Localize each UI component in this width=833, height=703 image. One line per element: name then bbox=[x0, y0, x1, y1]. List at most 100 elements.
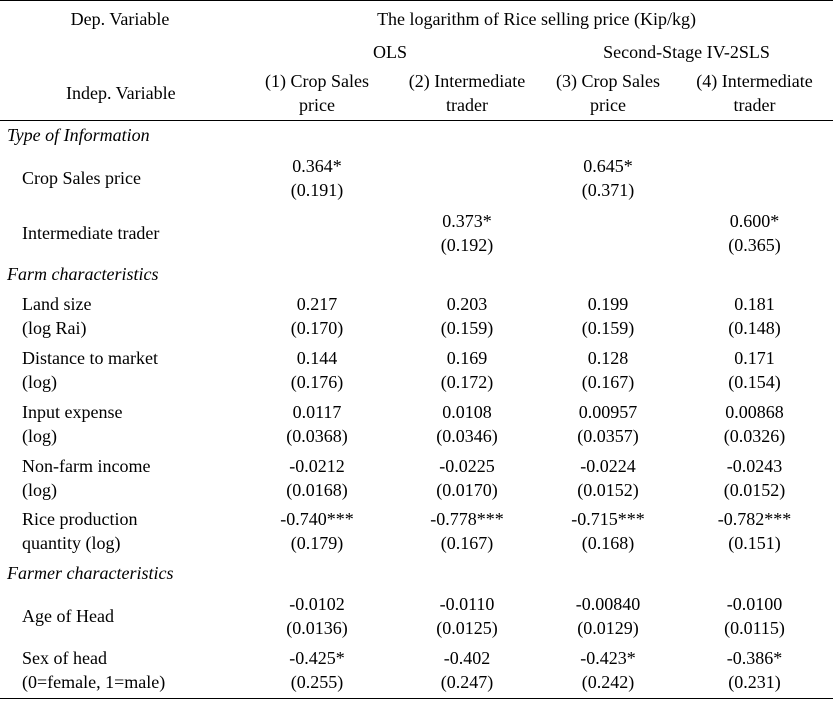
header-row-dep: Dep. Variable The logarithm of Rice sell… bbox=[0, 0, 833, 37]
table-row: Rice production quantity (log) -0.740*** (0… bbox=[0, 505, 833, 557]
standard-error: (0.176) bbox=[290, 371, 344, 392]
standard-error: (0.159) bbox=[440, 317, 494, 338]
coefficient: 0.600* bbox=[729, 210, 780, 231]
standard-error: (0.179) bbox=[290, 532, 344, 553]
row-label: Input expense (log) bbox=[22, 401, 123, 446]
section-row-information: Type of Information bbox=[0, 121, 833, 149]
estimate-cell-col3: -0.00840 (0.0129) bbox=[540, 589, 676, 643]
standard-error: (0.191) bbox=[290, 179, 344, 200]
standard-error: (0.371) bbox=[581, 179, 635, 200]
coefficient: -0.778*** bbox=[430, 508, 504, 529]
standard-error: (0.192) bbox=[440, 234, 494, 255]
row-label: Rice production quantity (log) bbox=[22, 508, 138, 553]
standard-error: (0.159) bbox=[581, 317, 635, 338]
estimate-cell-col2: -0.0110 (0.0125) bbox=[394, 589, 540, 643]
standard-error: (0.0125) bbox=[436, 617, 498, 638]
estimate-cell-col3: -0.0224 (0.0152) bbox=[540, 451, 676, 505]
table-row: Crop Sales price 0.364* (0.191) 0.645* (0.37… bbox=[0, 149, 833, 207]
standard-error: (0.0326) bbox=[723, 425, 786, 446]
coefficient: 0.128 bbox=[587, 347, 629, 368]
estimate-cell-col2: 0.373* (0.192) bbox=[394, 207, 540, 259]
standard-error: (0.0152) bbox=[577, 479, 639, 500]
estimate-cell-col1: -0.425* (0.255) bbox=[240, 642, 394, 699]
dep-variable-title: The logarithm of Rice selling price (Kip… bbox=[240, 0, 833, 37]
estimate-cell-col4: -0.386* (0.231) bbox=[676, 642, 833, 699]
standard-error: (0.255) bbox=[290, 672, 344, 693]
row-label: Age of Head bbox=[22, 605, 114, 626]
coefficient: -0.402 bbox=[443, 648, 491, 669]
estimate-cell-col4: 0.171 (0.154) bbox=[676, 343, 833, 397]
estimate-cell-col2: 0.169 (0.172) bbox=[394, 343, 540, 397]
header-row-groups: OLS Second-Stage IV-2SLS bbox=[0, 37, 833, 67]
coefficient: 0.373* bbox=[442, 210, 492, 231]
coefficient: 0.144 bbox=[296, 347, 338, 368]
standard-error: (0.0170) bbox=[436, 479, 498, 500]
standard-error: (0.0129) bbox=[577, 617, 639, 638]
estimate-cell-col2: 0.0108 (0.0346) bbox=[394, 397, 540, 451]
section-row-farmer: Farmer characteristics bbox=[0, 557, 833, 589]
coefficient: -0.386* bbox=[726, 648, 783, 669]
estimate-cell-col4: -0.0243 (0.0152) bbox=[676, 451, 833, 505]
section-title-information: Type of Information bbox=[7, 124, 150, 145]
coefficient: 0.181 bbox=[734, 293, 775, 314]
estimate-cell-col2: -0.778*** (0.167) bbox=[394, 505, 540, 557]
estimate-cell-col4: -0.0100 (0.0115) bbox=[676, 589, 833, 643]
indep-variable-label: Indep. Variable bbox=[0, 66, 240, 121]
estimate-cell-col4: -0.782*** (0.151) bbox=[676, 505, 833, 557]
coefficient: 0.0108 bbox=[442, 401, 492, 422]
table-row: Age of Head -0.0102 (0.0136) -0.0110 (0.0125… bbox=[0, 589, 833, 643]
table-row: Sex of head (0=female, 1=male) -0.425* (0.2… bbox=[0, 642, 833, 699]
coefficient: 0.00957 bbox=[578, 401, 638, 422]
table-row: Input expense (log) 0.0117 (0.0368) 0.0108 (0… bbox=[0, 397, 833, 451]
estimate-cell-col2: 0.203 (0.159) bbox=[394, 289, 540, 343]
coefficient: -0.0102 bbox=[289, 593, 345, 614]
section-title-farm: Farm characteristics bbox=[7, 263, 159, 284]
estimate-cell-col3: -0.423* (0.242) bbox=[540, 642, 676, 699]
estimate-cell-col1: -0.740*** (0.179) bbox=[240, 505, 394, 557]
standard-error: (0.172) bbox=[440, 371, 494, 392]
standard-error: (0.231) bbox=[728, 672, 781, 693]
standard-error: (0.148) bbox=[728, 317, 781, 338]
coefficient: 0.171 bbox=[734, 347, 775, 368]
coefficient: 0.364* bbox=[292, 155, 342, 176]
coefficient: 0.217 bbox=[296, 293, 338, 314]
column-header-4: (4) Intermediate trader bbox=[676, 66, 833, 121]
row-label: Sex of head (0=female, 1=male) bbox=[0, 642, 240, 699]
table-row: Non-farm income (log) -0.0212 (0.0168) -0.02… bbox=[0, 451, 833, 505]
coefficient: -0.0225 bbox=[439, 455, 495, 476]
coefficient: 0.00868 bbox=[725, 401, 784, 422]
estimate-cell-col1: -0.0102 (0.0136) bbox=[240, 589, 394, 643]
coefficient: 0.169 bbox=[446, 347, 488, 368]
coefficient: -0.740*** bbox=[280, 508, 354, 529]
coefficient: -0.423* bbox=[580, 648, 636, 669]
table-row: Distance to market (log) 0.144 (0.176) 0.169… bbox=[0, 343, 833, 397]
standard-error: (0.247) bbox=[440, 672, 494, 693]
group-ols-label: OLS bbox=[372, 41, 407, 62]
estimate-cell-col4: 0.181 (0.148) bbox=[676, 289, 833, 343]
standard-error: (0.170) bbox=[290, 317, 344, 338]
estimate-cell-col3 bbox=[540, 207, 676, 259]
coefficient: -0.0224 bbox=[580, 455, 636, 476]
standard-error: (0.167) bbox=[440, 532, 494, 553]
dep-variable-label: Dep. Variable bbox=[0, 0, 240, 37]
estimate-cell-col1: 0.217 (0.170) bbox=[240, 289, 394, 343]
estimate-cell-col1 bbox=[240, 207, 394, 259]
coefficient: -0.0110 bbox=[439, 593, 495, 614]
coefficient: -0.782*** bbox=[717, 508, 792, 529]
row-label: Distance to market (log) bbox=[22, 347, 158, 392]
standard-error: (0.167) bbox=[581, 371, 635, 392]
column-header-2: (2) Intermediate trader bbox=[394, 66, 540, 121]
table-row: Intermediate trader 0.373* (0.192) 0.600* (0… bbox=[0, 207, 833, 259]
standard-error: (0.151) bbox=[728, 532, 781, 553]
standard-error: (0.242) bbox=[581, 672, 635, 693]
coefficient: 0.0117 bbox=[292, 401, 342, 422]
standard-error: (0.0168) bbox=[286, 479, 348, 500]
estimate-cell-col4: 0.00868 (0.0326) bbox=[676, 397, 833, 451]
standard-error: (0.365) bbox=[728, 234, 781, 255]
estimate-cell-col4 bbox=[676, 149, 833, 207]
coefficient: 0.203 bbox=[446, 293, 488, 314]
standard-error: (0.168) bbox=[581, 532, 635, 553]
group-iv-label: Second-Stage IV-2SLS bbox=[603, 41, 770, 62]
